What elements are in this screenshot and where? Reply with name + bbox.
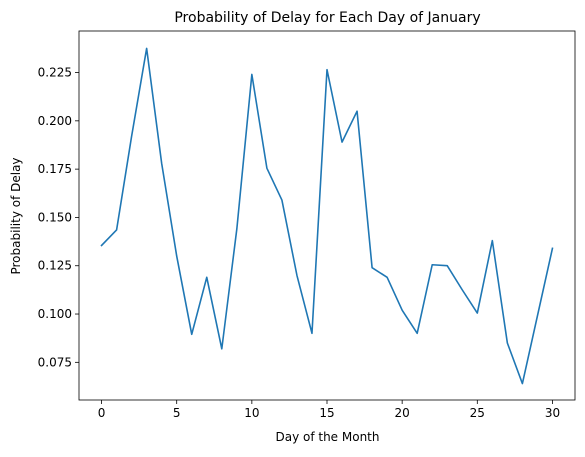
y-tick-label: 0.100 — [38, 307, 72, 321]
y-tick-label: 0.125 — [38, 259, 72, 273]
y-tick-label: 0.200 — [38, 114, 72, 128]
plot-frame — [79, 31, 575, 400]
y-axis-label: Probability of Delay — [9, 157, 23, 274]
x-tick-label: 20 — [395, 406, 410, 420]
series-line-0 — [102, 48, 553, 383]
plot-area — [79, 31, 575, 400]
x-tick-label: 5 — [173, 406, 181, 420]
y-tick-label: 0.150 — [38, 210, 72, 224]
series-layer — [102, 48, 553, 383]
y-tick-label: 0.175 — [38, 162, 72, 176]
y-axis: 0.075 0.100 0.125 0.150 0.175 0.200 0.225 — [38, 66, 79, 370]
x-tick-label: 10 — [244, 406, 259, 420]
y-tick-label: 0.225 — [38, 66, 72, 80]
chart-title: Probability of Delay for Each Day of Jan… — [174, 10, 480, 26]
y-tick-label: 0.075 — [38, 355, 72, 369]
x-tick-label: 30 — [545, 406, 560, 420]
x-axis: 0 5 10 15 20 25 30 — [98, 400, 560, 420]
x-axis-label: Day of the Month — [275, 430, 379, 444]
x-tick-label: 15 — [319, 406, 334, 420]
x-tick-label: 25 — [470, 406, 485, 420]
x-tick-label: 0 — [98, 406, 106, 420]
